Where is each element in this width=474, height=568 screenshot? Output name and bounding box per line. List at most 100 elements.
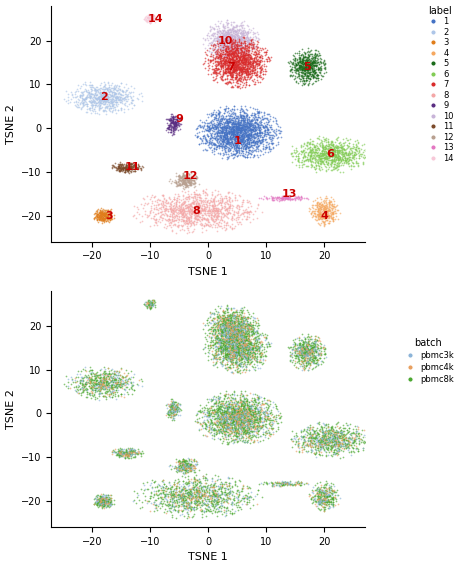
Point [125,450,133,459]
Point [291,60,298,69]
Point [298,344,305,353]
Point [323,438,330,447]
Point [241,63,248,72]
Point [234,26,241,35]
Point [242,132,249,141]
Point [220,342,228,351]
Point [183,194,191,203]
Point [339,440,346,449]
Point [99,492,106,502]
Point [249,137,256,146]
Point [308,71,316,80]
Point [102,98,109,107]
Point [238,436,246,445]
Point [233,346,240,356]
Point [144,13,152,22]
Point [314,500,322,509]
Point [184,206,191,215]
Point [222,337,229,346]
Point [295,342,302,351]
Point [301,354,309,363]
Point [217,484,225,493]
Point [191,474,199,483]
Point [167,124,174,133]
Point [255,346,263,355]
Point [308,347,316,356]
Point [99,500,106,509]
Point [232,139,240,148]
Point [212,219,220,228]
Point [231,39,239,48]
Point [172,407,179,416]
Point [342,155,350,164]
Point [172,498,179,507]
Point [322,477,330,486]
Point [291,54,299,63]
Point [350,148,358,157]
Point [208,411,216,420]
Point [243,139,250,148]
Point [328,451,336,460]
Point [280,195,288,204]
Point [261,110,268,119]
Point [169,511,176,520]
Point [218,339,226,348]
Point [245,417,253,426]
Point [320,149,328,158]
Point [221,37,228,47]
Point [119,448,127,457]
Point [218,42,225,51]
Point [243,352,251,361]
Point [259,73,266,82]
Point [252,44,259,53]
Point [227,326,234,335]
Point [223,333,230,342]
Point [246,424,253,433]
Point [230,23,238,32]
Point [238,135,246,144]
Point [230,345,237,354]
Point [244,65,251,74]
Point [208,487,216,496]
Point [188,179,196,188]
Point [296,345,303,354]
Point [235,120,242,130]
Point [90,98,98,107]
Point [207,342,215,351]
Point [169,506,177,515]
Point [249,142,256,151]
Point [138,497,146,506]
Point [306,68,313,77]
Point [258,135,266,144]
Point [107,214,115,223]
Point [217,357,225,366]
Point [243,341,251,350]
Point [121,93,129,102]
Point [171,121,178,130]
Point [329,427,337,436]
Point [213,143,221,152]
Point [173,117,180,126]
Point [222,33,229,42]
Point [233,489,241,498]
Point [291,65,298,74]
Point [94,499,101,508]
Point [240,402,247,411]
Point [245,46,253,55]
Point [168,502,175,511]
Point [225,32,233,41]
Point [240,54,247,63]
Point [251,64,258,73]
Point [243,418,250,427]
Point [220,129,228,138]
Point [169,411,176,420]
Point [240,39,248,48]
Point [228,69,236,78]
Point [256,414,264,423]
Point [265,56,273,65]
Point [123,375,130,385]
Point [98,95,106,105]
Point [225,35,233,44]
Point [99,377,107,386]
Point [230,415,238,424]
